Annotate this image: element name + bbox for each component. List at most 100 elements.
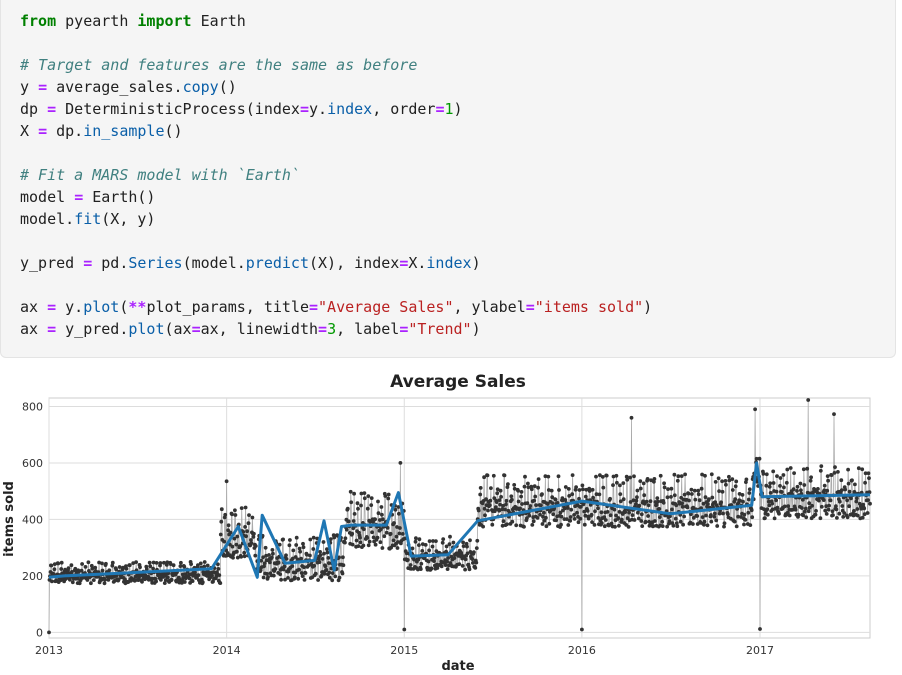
data-point — [861, 502, 866, 507]
data-point — [613, 524, 617, 529]
data-point — [270, 555, 274, 560]
data-point — [385, 526, 390, 530]
data-point — [814, 509, 818, 513]
data-point — [768, 481, 773, 486]
data-point — [709, 513, 713, 517]
data-point — [140, 579, 144, 584]
data-point — [352, 491, 356, 496]
data-point — [50, 579, 54, 584]
data-point — [341, 563, 346, 568]
data-point — [714, 518, 719, 523]
code-cell[interactable]: from pyearth import Earth # Target and f… — [0, 0, 896, 358]
data-point — [276, 560, 281, 565]
data-point — [658, 473, 663, 478]
data-point — [774, 498, 778, 503]
data-point — [158, 561, 163, 565]
data-point — [354, 538, 359, 543]
data-point — [516, 488, 520, 493]
data-point — [337, 555, 341, 560]
data-point — [249, 538, 253, 542]
data-point — [522, 484, 527, 489]
data-point — [629, 415, 634, 420]
data-point — [678, 519, 683, 524]
data-point — [774, 489, 779, 494]
code-token: "Average Sales" — [318, 298, 454, 316]
code-token: , ylabel — [453, 298, 526, 316]
data-point — [232, 536, 237, 541]
data-point — [717, 489, 721, 493]
data-point — [429, 566, 434, 571]
code-token: ax — [20, 298, 48, 316]
code-token: = — [399, 320, 409, 338]
data-point — [327, 570, 332, 575]
data-point — [599, 521, 604, 525]
data-point — [612, 507, 617, 512]
code-token: = — [38, 78, 48, 96]
data-point — [680, 504, 685, 509]
data-point — [806, 398, 811, 402]
data-point — [600, 475, 605, 479]
data-point — [290, 564, 295, 568]
data-point — [499, 495, 503, 499]
data-point — [863, 480, 867, 485]
data-point — [865, 511, 870, 515]
data-point — [326, 561, 331, 565]
data-point — [594, 492, 599, 497]
data-point — [817, 498, 821, 503]
data-point — [369, 496, 374, 500]
data-point — [294, 543, 299, 547]
data-point — [580, 627, 584, 632]
data-point — [602, 515, 607, 519]
data-point — [356, 544, 361, 548]
data-point — [662, 485, 667, 490]
data-point — [570, 473, 575, 477]
data-point — [577, 496, 581, 501]
data-point — [655, 496, 660, 500]
data-point — [281, 567, 286, 572]
data-point — [75, 576, 80, 581]
data-point — [396, 540, 400, 544]
code-token: from — [20, 12, 57, 30]
data-point — [824, 512, 829, 516]
data-point — [451, 540, 456, 545]
data-point — [271, 573, 276, 578]
data-point — [709, 519, 714, 524]
data-point — [258, 568, 263, 572]
data-point — [187, 576, 192, 581]
data-point — [489, 486, 493, 490]
code-editor[interactable]: from pyearth import Earth # Target and f… — [20, 10, 652, 340]
data-point — [597, 492, 602, 497]
data-point — [144, 567, 149, 572]
data-point — [614, 473, 619, 478]
data-point — [687, 498, 691, 503]
data-point — [448, 534, 452, 539]
data-point — [639, 512, 644, 517]
data-point — [672, 493, 677, 498]
data-point — [662, 481, 666, 486]
data-point — [713, 500, 718, 504]
data-point — [398, 526, 402, 530]
data-point — [419, 561, 424, 566]
data-point — [614, 513, 618, 518]
code-token: plot — [128, 320, 165, 338]
data-point — [700, 472, 704, 477]
data-point — [835, 516, 839, 520]
code-token: pyearth — [56, 12, 138, 30]
data-point — [91, 578, 96, 582]
plot-background — [48, 397, 871, 639]
data-point — [822, 488, 827, 493]
data-point — [703, 495, 708, 500]
data-point — [555, 501, 560, 505]
code-token: fit — [74, 210, 102, 228]
data-point — [423, 543, 428, 547]
data-point — [366, 494, 371, 498]
data-point — [410, 546, 415, 551]
data-point — [702, 522, 706, 527]
data-point — [599, 510, 604, 515]
data-point — [842, 511, 847, 515]
data-point — [709, 472, 714, 477]
data-point — [228, 530, 233, 535]
data-point — [682, 514, 686, 519]
data-point — [750, 515, 755, 520]
data-point — [805, 466, 810, 471]
